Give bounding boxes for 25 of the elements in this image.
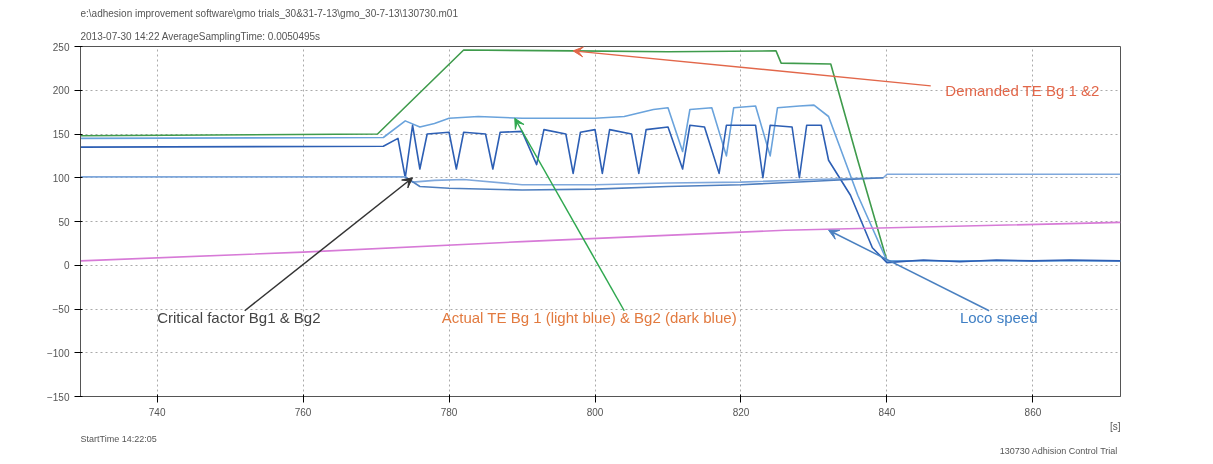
annotation: Actual TE Bg 1 (light blue) & Bg2 (dark blue) xyxy=(441,309,737,327)
y-tick-label: 150 xyxy=(52,129,70,140)
annotation: Critical factor Bg1 & Bg2 xyxy=(157,309,321,327)
x-tick-label: 780 xyxy=(440,406,458,418)
y-tick-label: 0 xyxy=(63,260,70,272)
y-tick-label: 250 xyxy=(52,41,70,53)
text: 130730 Adhision Control Trial xyxy=(999,445,1118,456)
y-tick-label: 50 xyxy=(58,216,70,228)
x-tick-label: 820 xyxy=(732,406,750,418)
annotation: Loco speed xyxy=(959,309,1038,327)
chart-subtitle: 2013-07-30 14:22 AverageSamplingTime: 0.0050495s xyxy=(80,30,321,42)
x-tick-label: 760 xyxy=(294,406,312,418)
y-tick-label: −150 xyxy=(46,391,70,403)
y-tick-label: 200 xyxy=(52,85,70,97)
y-tick-label: −50 xyxy=(52,304,70,315)
x-axis-title: [s] xyxy=(1109,420,1121,432)
text: StartTime 14:22:05 xyxy=(80,433,157,444)
chart-title: e:\adhesion improvement software\gmo trials_30&31-7-13\gmo_30-7-13\130730.m01 xyxy=(80,7,459,19)
x-tick-label: 740 xyxy=(148,406,166,418)
y-tick-label: 100 xyxy=(52,172,70,184)
y-tick-label: −100 xyxy=(46,347,70,359)
annotation: Demanded TE Bg 1 &2 xyxy=(945,81,1100,99)
x-tick-label: 800 xyxy=(586,406,604,418)
x-tick-label: 840 xyxy=(878,406,896,418)
x-tick-label: 860 xyxy=(1024,406,1042,418)
